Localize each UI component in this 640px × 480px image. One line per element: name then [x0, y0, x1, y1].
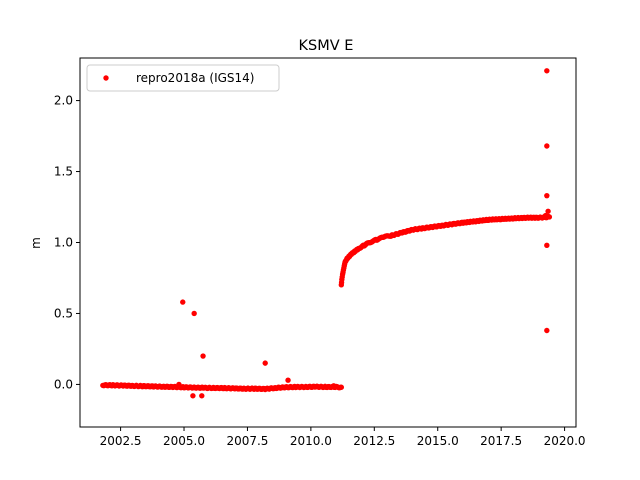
- outlier-point: [544, 192, 550, 199]
- outlier-point: [200, 353, 206, 359]
- outlier-point: [544, 242, 550, 249]
- outlier-point: [544, 327, 550, 334]
- outlier-point: [331, 383, 337, 389]
- x-tick-label: 2005.0: [163, 434, 205, 448]
- legend: repro2018a (IGS14): [86, 64, 280, 92]
- y-tick-label: 0.0: [54, 377, 73, 391]
- outlier-point: [544, 143, 550, 149]
- x-tick-label: 2015.0: [417, 434, 459, 448]
- data-points: [100, 68, 553, 399]
- x-tick-label: 2002.5: [100, 434, 142, 448]
- outlier-point: [176, 381, 182, 388]
- x-tick-label: 2010.0: [290, 434, 332, 448]
- x-axis: 2002.5 2005.0 2007.5 2010.0 2012.5 2015.0 2017…: [100, 427, 586, 448]
- y-tick-label: 1.0: [54, 236, 73, 250]
- y-axis-label: m: [29, 237, 43, 249]
- data-point: [338, 384, 345, 390]
- outlier-point: [199, 393, 205, 399]
- chart-title: KSMV E: [299, 38, 354, 54]
- x-tick-label: 2017.5: [480, 434, 522, 448]
- y-axis: 0.0 0.5 1.0 1.5 2.0: [54, 94, 80, 391]
- outlier-point: [180, 299, 186, 305]
- y-tick-label: 2.0: [54, 94, 73, 108]
- outlier-point: [545, 208, 551, 214]
- outlier-point: [262, 360, 268, 366]
- x-tick-label: 2012.5: [353, 434, 395, 448]
- legend-marker: [103, 75, 109, 81]
- outlier-point: [542, 212, 549, 219]
- y-tick-label: 0.5: [54, 306, 73, 320]
- x-tick-label: 2020.0: [544, 434, 586, 448]
- outlier-point: [191, 310, 197, 317]
- outlier-point: [190, 393, 196, 399]
- y-tick-label: 1.5: [54, 165, 73, 179]
- outlier-point: [285, 377, 291, 383]
- x-tick-label: 2007.5: [226, 434, 268, 448]
- plot-area-frame: [79, 57, 577, 428]
- outlier-point: [544, 68, 550, 74]
- legend-label: repro2018a (IGS14): [136, 71, 254, 85]
- legend-box: [86, 64, 280, 92]
